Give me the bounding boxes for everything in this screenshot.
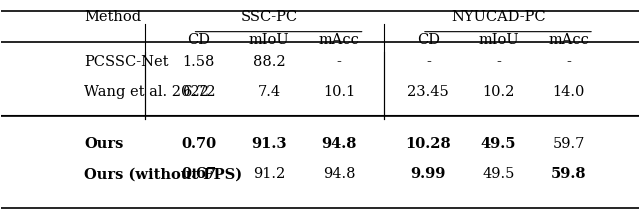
Text: 0.67: 0.67 — [181, 167, 216, 181]
Text: 91.3: 91.3 — [252, 137, 287, 151]
Text: 94.8: 94.8 — [321, 137, 357, 151]
Text: 1.58: 1.58 — [183, 55, 215, 69]
Text: -: - — [337, 55, 342, 69]
Text: 10.1: 10.1 — [323, 85, 355, 99]
Text: 94.8: 94.8 — [323, 167, 355, 181]
Text: 9.99: 9.99 — [411, 167, 446, 181]
Text: Method: Method — [84, 9, 141, 23]
Text: NYUCAD-PC: NYUCAD-PC — [451, 9, 546, 23]
Text: 49.5: 49.5 — [482, 167, 515, 181]
Text: -: - — [496, 55, 501, 69]
Text: Ours: Ours — [84, 137, 124, 151]
Text: mIoU: mIoU — [478, 33, 519, 47]
Text: 59.8: 59.8 — [551, 167, 586, 181]
Text: -: - — [426, 55, 431, 69]
Text: PCSSC-Net: PCSSC-Net — [84, 55, 169, 69]
Text: Ours (without FPS): Ours (without FPS) — [84, 167, 243, 181]
Text: 6.72: 6.72 — [182, 85, 215, 99]
Text: 0.70: 0.70 — [181, 137, 216, 151]
Text: CD: CD — [417, 33, 440, 47]
Text: 10.2: 10.2 — [482, 85, 515, 99]
Text: 10.28: 10.28 — [406, 137, 451, 151]
Text: 91.2: 91.2 — [253, 167, 285, 181]
Text: 7.4: 7.4 — [257, 85, 280, 99]
Text: SSC-PC: SSC-PC — [241, 9, 298, 23]
Text: 49.5: 49.5 — [481, 137, 516, 151]
Text: mAcc: mAcc — [319, 33, 360, 47]
Text: -: - — [566, 55, 571, 69]
Text: mAcc: mAcc — [548, 33, 589, 47]
Text: 23.45: 23.45 — [408, 85, 449, 99]
Text: mIoU: mIoU — [249, 33, 289, 47]
Text: 14.0: 14.0 — [552, 85, 585, 99]
Text: 59.7: 59.7 — [552, 137, 585, 151]
Text: CD: CD — [188, 33, 211, 47]
Text: Wang et al. 2022: Wang et al. 2022 — [84, 85, 209, 99]
Text: 88.2: 88.2 — [253, 55, 285, 69]
